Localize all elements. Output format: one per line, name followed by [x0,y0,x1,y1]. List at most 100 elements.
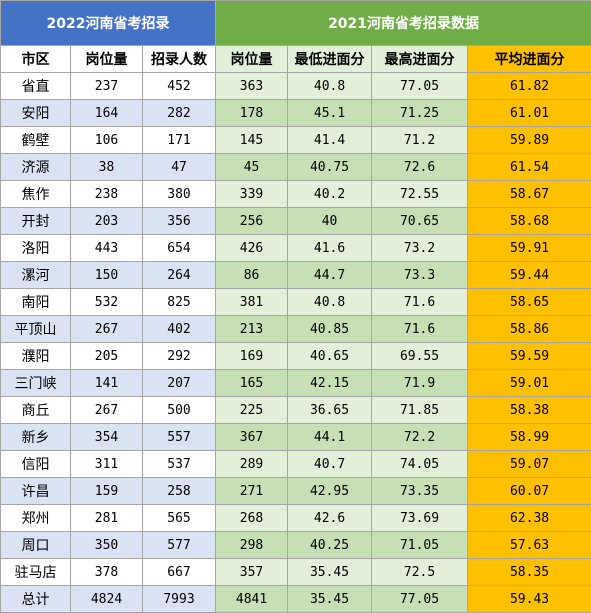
cell-max-score: 70.65 [372,208,468,235]
cell-max-score: 72.6 [372,154,468,181]
cell-min-score: 40.8 [288,289,372,316]
cell-max-score: 73.3 [372,262,468,289]
cell-min-score: 40.85 [288,316,372,343]
cell-hires-2022: 292 [143,343,216,370]
cell-hires-2022: 557 [143,424,216,451]
cell-hires-2022: 825 [143,289,216,316]
cell-posts-2021: 339 [216,181,288,208]
cell-max-score: 71.85 [372,397,468,424]
cell-city: 济源 [1,154,71,181]
cell-avg-score: 58.68 [468,208,591,235]
cell-city: 开封 [1,208,71,235]
cell-max-score: 74.05 [372,451,468,478]
cell-posts-2022: 38 [71,154,143,181]
cell-posts-2021: 271 [216,478,288,505]
cell-posts-2022: 203 [71,208,143,235]
cell-max-score: 71.6 [372,289,468,316]
cell-city: 新乡 [1,424,71,451]
cell-posts-2021: 86 [216,262,288,289]
cell-avg-score: 59.01 [468,370,591,397]
cell-posts-2021: 169 [216,343,288,370]
cell-hires-2022: 654 [143,235,216,262]
cell-posts-2022: 311 [71,451,143,478]
cell-city: 洛阳 [1,235,71,262]
cell-posts-2021: 4841 [216,586,288,613]
col-header-min-score: 最低进面分 [288,46,372,73]
cell-posts-2022: 150 [71,262,143,289]
cell-city: 鹤壁 [1,127,71,154]
cell-max-score: 77.05 [372,586,468,613]
cell-posts-2022: 267 [71,397,143,424]
cell-min-score: 35.45 [288,559,372,586]
cell-posts-2022: 4824 [71,586,143,613]
cell-max-score: 77.05 [372,73,468,100]
cell-city: 信阳 [1,451,71,478]
cell-avg-score: 58.65 [468,289,591,316]
cell-hires-2022: 577 [143,532,216,559]
cell-posts-2022: 378 [71,559,143,586]
cell-hires-2022: 402 [143,316,216,343]
cell-hires-2022: 282 [143,100,216,127]
cell-city: 漯河 [1,262,71,289]
cell-max-score: 72.5 [372,559,468,586]
cell-posts-2021: 357 [216,559,288,586]
cell-city: 商丘 [1,397,71,424]
cell-max-score: 69.55 [372,343,468,370]
cell-hires-2022: 7993 [143,586,216,613]
col-header-max-score: 最高进面分 [372,46,468,73]
cell-avg-score: 57.63 [468,532,591,559]
cell-city: 许昌 [1,478,71,505]
cell-posts-2022: 141 [71,370,143,397]
cell-posts-2022: 267 [71,316,143,343]
cell-avg-score: 61.54 [468,154,591,181]
cell-min-score: 40.7 [288,451,372,478]
cell-avg-score: 61.82 [468,73,591,100]
cell-max-score: 71.6 [372,316,468,343]
col-header-posts-2022: 岗位量 [71,46,143,73]
cell-city: 南阳 [1,289,71,316]
cell-min-score: 40.8 [288,73,372,100]
cell-min-score: 41.4 [288,127,372,154]
cell-min-score: 35.45 [288,586,372,613]
cell-avg-score: 59.07 [468,451,591,478]
cell-city: 濮阳 [1,343,71,370]
cell-posts-2021: 178 [216,100,288,127]
cell-posts-2022: 237 [71,73,143,100]
cell-max-score: 71.25 [372,100,468,127]
cell-max-score: 73.2 [372,235,468,262]
cell-posts-2021: 363 [216,73,288,100]
cell-avg-score: 58.99 [468,424,591,451]
cell-max-score: 73.69 [372,505,468,532]
cell-min-score: 40.75 [288,154,372,181]
cell-max-score: 71.05 [372,532,468,559]
cell-avg-score: 59.89 [468,127,591,154]
cell-city: 三门峡 [1,370,71,397]
cell-posts-2022: 159 [71,478,143,505]
cell-max-score: 72.55 [372,181,468,208]
cell-city: 安阳 [1,100,71,127]
cell-posts-2022: 238 [71,181,143,208]
cell-posts-2022: 164 [71,100,143,127]
header-2022: 2022河南省考招录 [1,1,216,46]
cell-min-score: 40.2 [288,181,372,208]
cell-hires-2022: 537 [143,451,216,478]
cell-min-score: 40.65 [288,343,372,370]
cell-posts-2022: 350 [71,532,143,559]
cell-min-score: 40.25 [288,532,372,559]
cell-min-score: 42.15 [288,370,372,397]
